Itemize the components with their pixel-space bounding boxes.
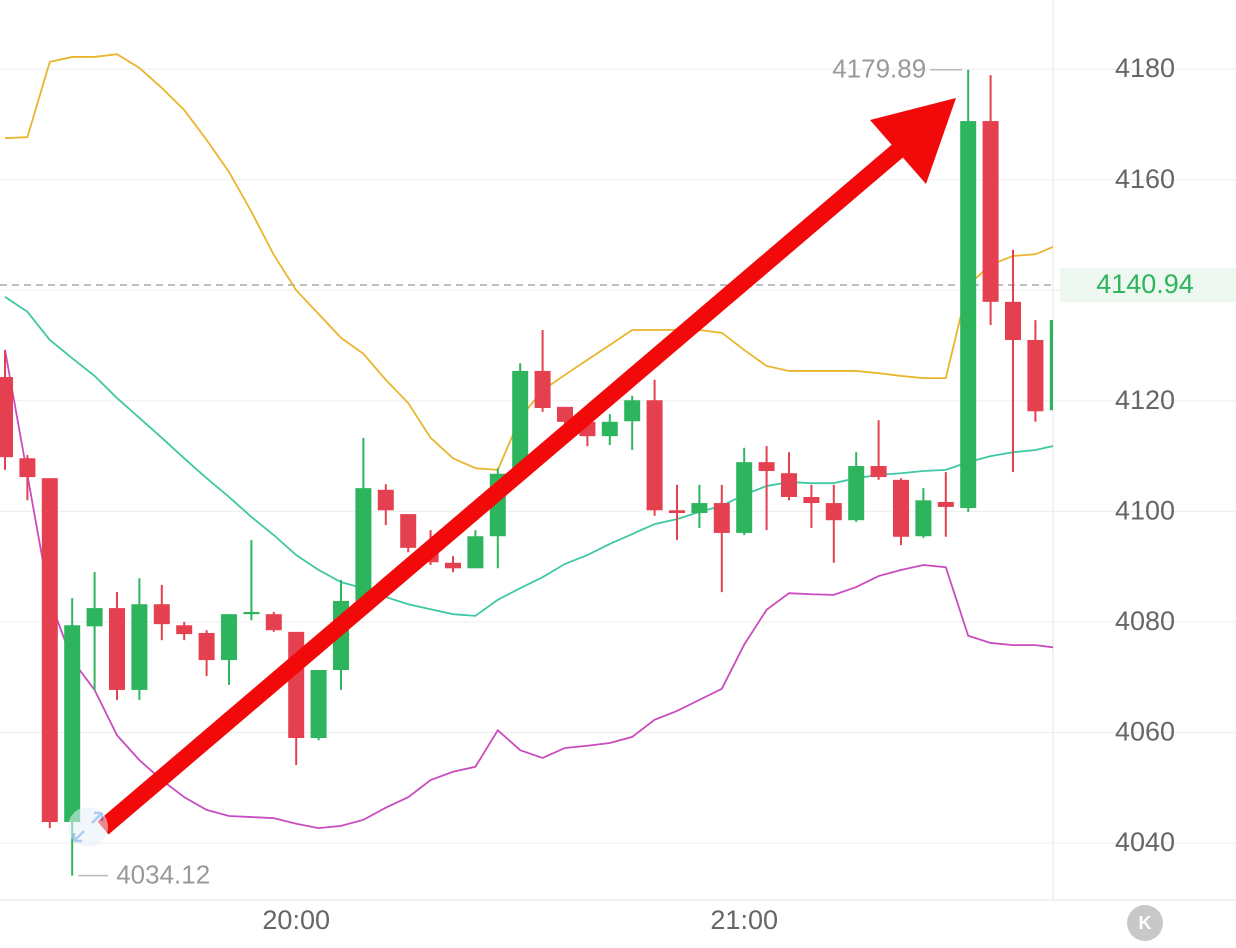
candle-body — [1027, 339, 1044, 412]
x-tick-label: 21:00 — [710, 905, 778, 935]
x-tick-label: 20:00 — [262, 905, 330, 935]
candle-body — [624, 400, 641, 422]
candle-body — [19, 458, 36, 478]
y-tick-label: 4160 — [1115, 164, 1175, 194]
candle-body — [915, 500, 932, 537]
candle-body — [982, 121, 999, 302]
candle-body — [0, 377, 13, 458]
candle-body — [669, 510, 685, 514]
y-tick-label: 4100 — [1115, 495, 1175, 525]
y-tick-label: 4180 — [1115, 53, 1175, 83]
candle-body — [758, 462, 775, 472]
candle-body — [41, 478, 58, 823]
trend-arrow — [97, 98, 956, 835]
overlay: 4040406040804100412041404160418020:0021:… — [78, 53, 1236, 935]
expand-icon[interactable] — [68, 807, 108, 847]
kline-button[interactable]: K — [1127, 905, 1163, 941]
candle-body — [221, 614, 237, 661]
last-price-bg — [1060, 268, 1236, 303]
candle-body — [960, 121, 977, 509]
low-label: 4034.12 — [116, 859, 210, 889]
band-line-lower — [4, 349, 1053, 830]
candle-body — [893, 479, 909, 537]
last-price-label: 4140.94 — [1096, 269, 1194, 299]
candle-body — [534, 370, 551, 408]
candle-body — [355, 488, 372, 601]
high-label: 4179.89 — [832, 54, 926, 84]
band-line-upper — [4, 53, 1053, 471]
candle-body — [691, 503, 708, 514]
candle-body — [848, 466, 865, 521]
candle-body — [310, 670, 327, 739]
candle-body — [243, 611, 260, 615]
y-tick-label: 4080 — [1115, 606, 1175, 636]
candle-body — [377, 489, 394, 511]
candle-body — [153, 604, 170, 625]
candle-body — [265, 614, 282, 631]
candle-body — [646, 400, 663, 511]
y-tick-label: 4060 — [1115, 717, 1175, 747]
candle-body — [445, 562, 461, 569]
kline-button-label[interactable]: K — [1139, 913, 1152, 933]
candle-body — [557, 406, 573, 422]
candle-body — [512, 370, 529, 474]
candle-body — [825, 503, 842, 521]
candle-body — [467, 536, 484, 569]
y-tick-label: 4040 — [1115, 827, 1175, 857]
kline-button-bg — [1127, 905, 1163, 941]
candle-body — [176, 625, 193, 635]
candle-body — [198, 632, 215, 661]
expand-icon-glyph — [72, 811, 104, 843]
candle-body — [601, 421, 618, 437]
candle-body — [86, 608, 103, 627]
arrow-shaft — [97, 135, 914, 835]
candle-body — [1049, 320, 1053, 411]
candle-body — [781, 473, 797, 497]
candle-body — [1005, 301, 1021, 340]
candle-body — [937, 501, 954, 507]
candle-body — [109, 608, 125, 690]
candle-body — [400, 514, 417, 548]
arrow-head — [870, 98, 956, 184]
candle-body — [736, 462, 753, 533]
y-tick-label: 4120 — [1115, 385, 1175, 415]
candle-body — [803, 496, 820, 504]
candle-body — [713, 503, 730, 533]
candle-body — [870, 466, 887, 478]
candle-body — [131, 604, 148, 690]
candle-body — [64, 625, 81, 823]
